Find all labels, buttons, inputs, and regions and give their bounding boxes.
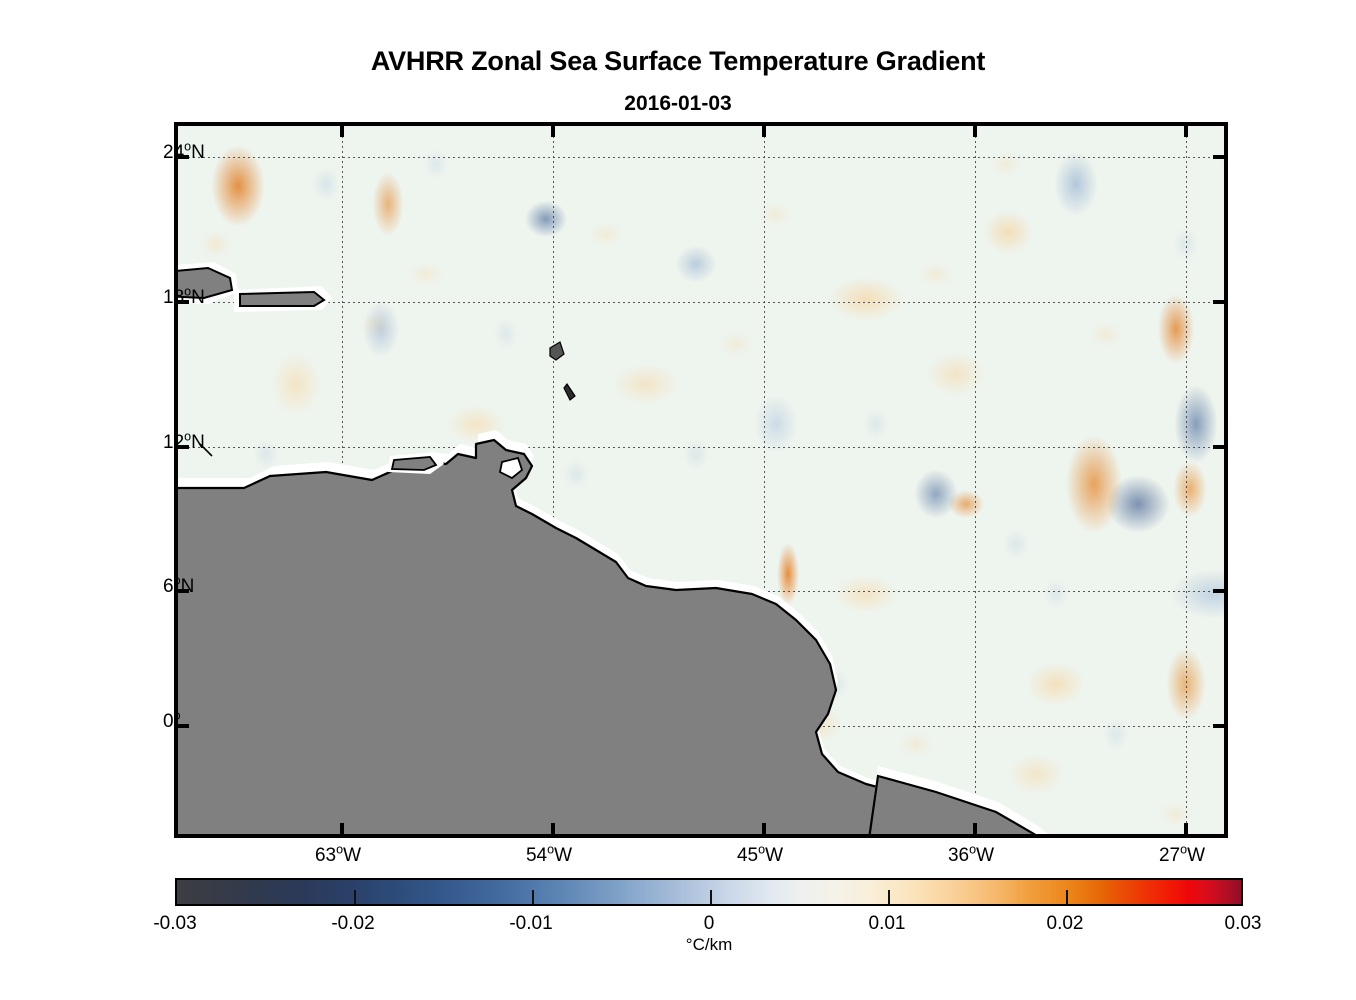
map-plot-area[interactable] [174, 122, 1228, 838]
xtick-mark-63w [340, 823, 344, 834]
xtick-mark-top-63w [340, 126, 344, 137]
colorbar-label-pos001: 0.01 [868, 913, 906, 934]
xtick-mark-27w [1184, 823, 1188, 834]
xtick-mark-36w [973, 823, 977, 834]
colorbar-tick-pos002 [1066, 889, 1068, 904]
ytick-mark-6n [178, 589, 189, 593]
colorbar-label-pos002: 0.02 [1046, 913, 1084, 934]
ytick-mark-0 [178, 724, 189, 728]
colorbar-label-neg001: -0.01 [509, 913, 553, 934]
ytick-mark-24n [178, 155, 189, 159]
figure-title: AVHRR Zonal Sea Surface Temperature Grad… [370, 46, 986, 76]
figure-subtitle: 2016-01-03 [624, 92, 732, 115]
ytick-mark-right-18n [1213, 300, 1224, 304]
colorbar-tick-zero [710, 889, 712, 904]
colorbar-tick-neg002 [354, 889, 356, 904]
xtick-mark-top-54w [551, 126, 555, 137]
colorbar-label-neg003: -0.03 [153, 913, 197, 934]
ytick-mark-12n [178, 445, 189, 449]
xtick-mark-top-27w [1184, 126, 1188, 137]
colorbar-unit-label: °C/km [685, 935, 733, 954]
xtick-label-36w: 36oW [947, 842, 995, 866]
colorbar-tick-pos001 [888, 889, 890, 904]
map-clip [178, 126, 1224, 834]
colorbar[interactable] [175, 878, 1243, 906]
sst-gradient-texture [178, 126, 1224, 834]
colorbar-tick-neg001 [532, 889, 534, 904]
colorbar-label-neg002: -0.02 [331, 913, 375, 934]
xtick-label-54w: 54oW [525, 842, 573, 866]
ytick-mark-right-12n [1213, 445, 1224, 449]
ytick-label-0: 0o [163, 708, 181, 732]
xtick-mark-top-45w [762, 126, 766, 137]
ytick-label-18n: 18oN [163, 284, 205, 308]
xtick-label-45w: 45oW [736, 842, 784, 866]
ytick-mark-18n [178, 300, 189, 304]
xtick-mark-top-36w [973, 126, 977, 137]
ytick-mark-right-0 [1213, 724, 1224, 728]
colorbar-label-zero: 0 [703, 913, 715, 934]
xtick-mark-54w [551, 823, 555, 834]
colorbar-gradient [177, 880, 1241, 904]
xtick-label-27w: 27oW [1158, 842, 1206, 866]
xtick-label-63w: 63oW [314, 842, 362, 866]
colorbar-label-pos003: 0.03 [1224, 913, 1262, 934]
xtick-mark-45w [762, 823, 766, 834]
ytick-mark-right-6n [1213, 589, 1224, 593]
ytick-label-24n: 24oN [163, 139, 205, 163]
ytick-mark-right-24n [1213, 155, 1224, 159]
ytick-label-12n: 12oN [163, 429, 205, 453]
ytick-label-6n: 6oN [163, 573, 195, 597]
